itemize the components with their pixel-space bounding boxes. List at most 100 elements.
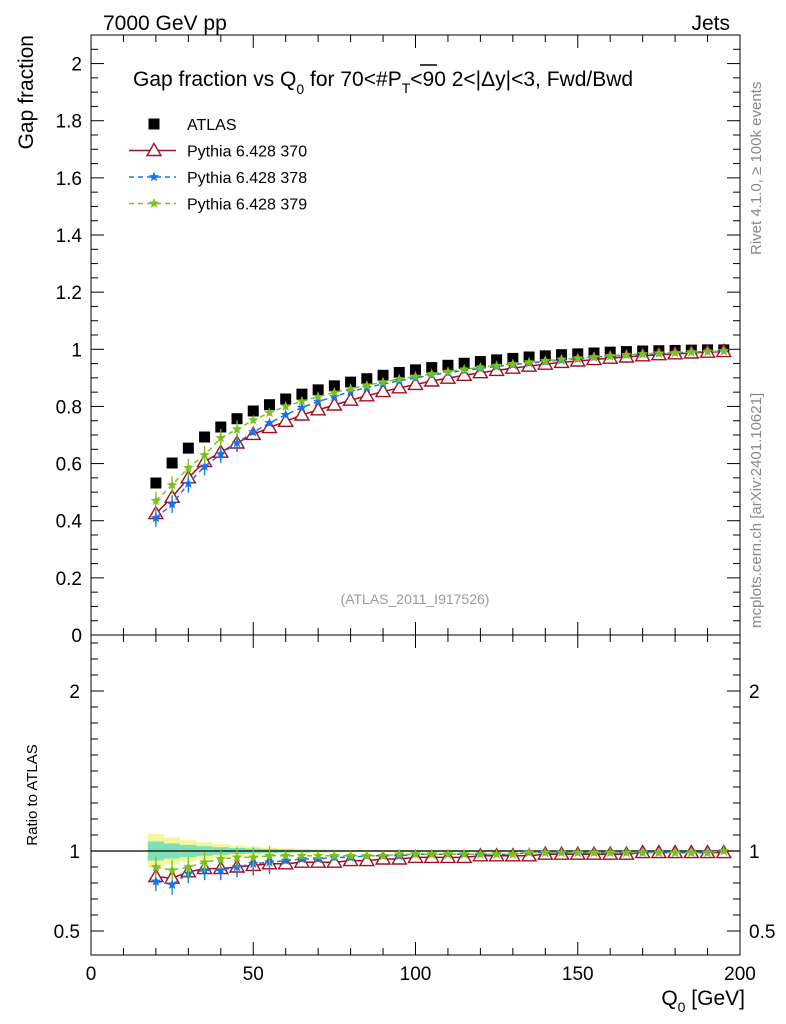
data-point-3 [621,349,632,360]
main-y-tick-label: 1.4 [56,226,83,247]
data-point-3 [410,370,421,381]
ratio-data-marks [147,844,732,895]
data-point-3 [264,407,275,418]
data-point-3 [588,351,600,362]
ratio-point-1 [215,864,226,875]
main-y-tick-label: 0.6 [56,455,82,476]
ratio-point-2 [280,850,291,861]
data-point-3 [507,358,519,369]
legend-label: Pythia 6.428 379 [187,197,307,214]
main-y-tick-label: 0.2 [56,569,82,590]
x-axis-label-sub: 0 [678,999,686,1015]
data-point-0 [410,364,421,376]
ratio-point-2 [150,861,162,872]
data-point-2 [296,402,308,412]
data-point-2 [280,409,291,420]
ratio-point-2 [426,848,437,859]
main-plot-title: Gap fraction vs Q0 for 70<#PT<90 2<|Δy|<… [133,68,633,97]
data-point-1 [391,379,408,394]
rivet-version-label: Rivet 4.1.0, ≥ 100k events [748,82,765,255]
data-point-2 [215,448,226,459]
data-point-1 [277,412,294,427]
data-point-2 [199,460,210,471]
x-tick-label: 100 [400,964,432,985]
data-point-3 [653,347,665,358]
data-point-0 [458,357,470,369]
ratio-axes: 0.5 0.5 1 1 2 2 0 50 100 150 200 [54,635,775,985]
x-axis-label-unit: [GeV] [685,987,745,1010]
ratio-y-tick-label: 0.5 [54,922,80,943]
ratio-point-2 [475,848,486,859]
ratio-point-2 [458,848,470,859]
data-point-3 [572,352,583,363]
ratio-point-2 [296,850,308,861]
data-point-1 [423,372,440,387]
ratio-point-2 [540,847,551,857]
title-part-a-sub: 0 [296,81,304,97]
ratio-point-0 [358,852,376,867]
legend-marker [148,198,160,208]
ratio-y-tick-label: 1 [69,842,80,863]
ratio-point-2 [199,856,210,867]
ratio-point-2 [507,848,519,859]
data-point-1 [439,369,457,384]
data-point-1 [309,401,327,416]
data-point-0 [442,359,454,371]
data-point-3 [150,495,162,506]
data-point-0 [166,457,178,469]
data-point-3 [296,395,308,406]
title-part-b: for 70<# [304,68,388,91]
header-beam-label: 7000 GeV pp [103,12,227,35]
data-point-3 [491,360,502,370]
data-point-0 [426,362,438,374]
ratio-point-2 [215,853,226,864]
ratio-point-2 [718,845,729,856]
data-point-0 [474,356,486,368]
data-point-3 [556,353,567,364]
data-point-3 [361,379,373,390]
legend: ATLAS Pythia 6.428 370 Pythia 6.428 378 Pyt… [129,117,307,214]
ratio-point-2 [523,847,535,857]
data-point-0 [328,380,340,392]
data-point-3 [458,363,470,374]
ratio-point-2 [312,850,324,861]
data-point-0 [199,431,211,443]
ratio-point-2 [329,850,340,861]
data-point-3 [345,383,356,394]
data-point-3 [686,346,697,357]
ratio-point-2 [361,850,373,861]
data-point-3 [280,400,291,411]
ratio-point-2 [183,861,194,872]
ratio-plot-frame [90,634,741,956]
legend-marker [145,142,163,157]
main-y-axis-label: Gap fraction [15,35,38,149]
main-axes: 0 0.2 0.4 0.6 0.8 1 1.2 1.4 1.6 1.8 2 [56,34,741,647]
data-point-1 [326,396,343,411]
series-line-2 [155,350,724,519]
ratio-point-2 [248,851,259,862]
data-point-2 [166,498,178,509]
main-y-tick-label: 2 [71,55,82,76]
ratio-point-2 [377,850,389,861]
ratio-point-2 [556,847,567,857]
ratio-point-2 [394,848,405,859]
series-line-1 [155,350,724,515]
data-point-3 [669,347,681,358]
data-point-3 [312,391,324,402]
data-point-1 [455,366,473,381]
data-point-1 [261,419,278,434]
data-point-2 [248,426,259,437]
x-axis-label-main: Q [661,987,677,1010]
legend-label: Pythia 6.428 378 [187,170,307,187]
data-point-0 [231,413,243,425]
data-point-0 [182,442,194,454]
header-process-label: Jets [691,12,730,35]
mcplots-reference-label: mcplots.cern.ch [arXiv:2401.10621] [748,393,765,628]
main-y-tick-label: 0.4 [56,512,83,533]
data-point-3 [199,449,210,460]
data-point-1 [407,376,424,391]
data-point-2 [150,512,162,523]
ratio-point-2 [442,848,454,859]
data-point-3 [540,355,551,366]
main-y-tick-label: 0.8 [56,397,82,418]
